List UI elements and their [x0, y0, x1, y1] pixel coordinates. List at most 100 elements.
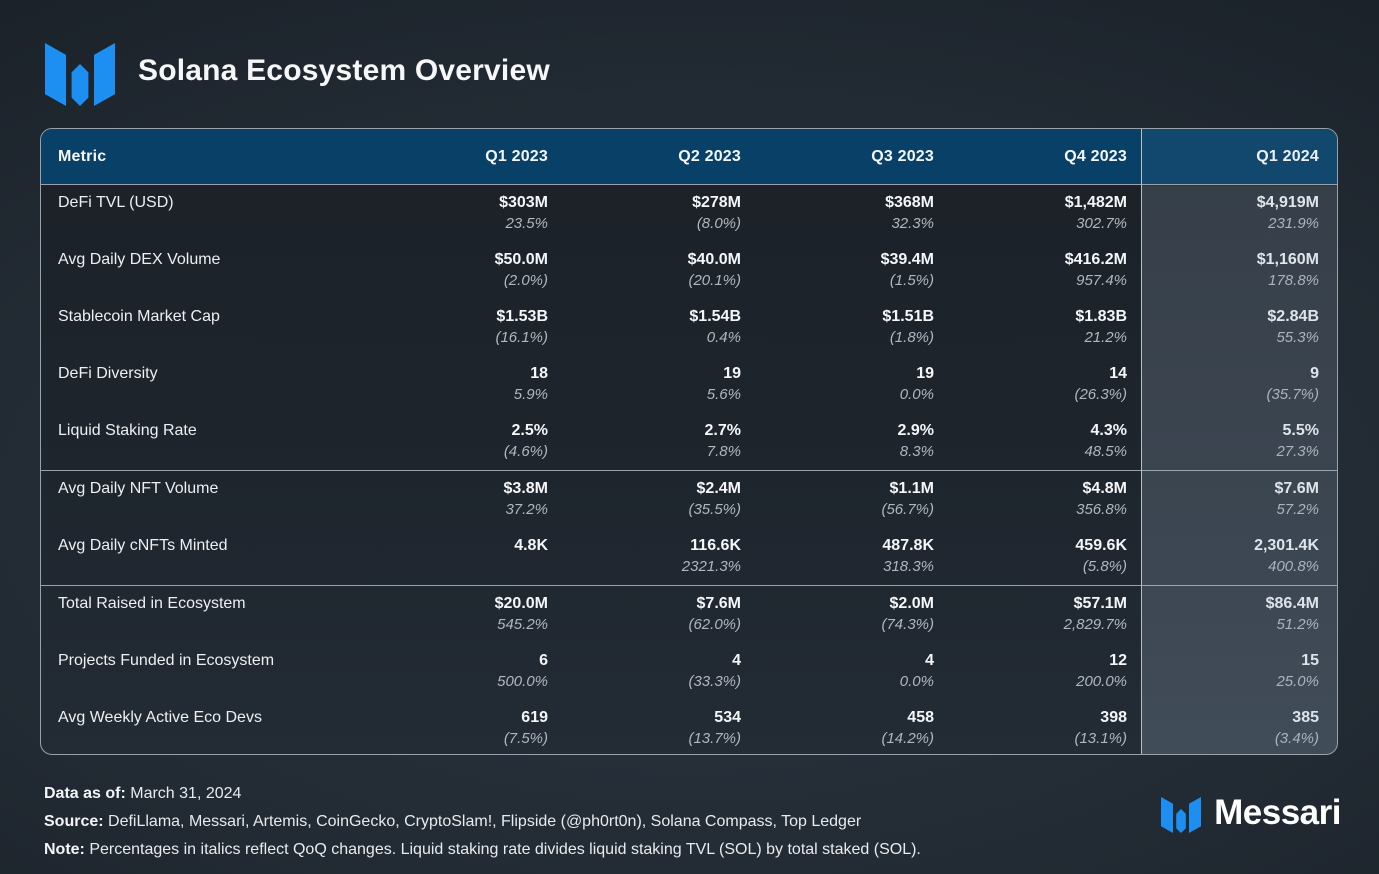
value-cell: $2.0M (74.3%) [757, 586, 950, 643]
metric-label: Avg Daily DEX Volume [58, 251, 221, 268]
source-label: Source: [44, 813, 104, 830]
value-cell: 12 200.0% [950, 643, 1143, 700]
quarter-value: $4,919M [1256, 194, 1319, 211]
table-row: Projects Funded in Ecosystem 6 500.0% 4 (33.… [41, 643, 1337, 700]
quarter-value: $416.2M [1064, 251, 1127, 268]
quarter-value: 2.7% [704, 422, 741, 439]
value-cell: 4.3% 48.5% [950, 413, 1143, 470]
value-cell: $3.8M 37.2% [371, 471, 564, 528]
qoq-change: 302.7% [1076, 215, 1127, 232]
quarter-value: $1.54B [689, 308, 741, 325]
quarter-value: 116.6K [690, 537, 741, 554]
value-cell: 398 (13.1%) [950, 700, 1143, 754]
qoq-change: 51.2% [1276, 616, 1319, 633]
quarter-value: $2.84B [1267, 308, 1319, 325]
value-cell: 4.8K [371, 528, 564, 585]
quarter-value: $50.0M [494, 251, 548, 268]
qoq-change: 0.0% [899, 673, 934, 690]
value-cell: 18 5.9% [371, 356, 564, 413]
quarter-value: 6 [539, 652, 548, 669]
data-as-of-line: Data as of: March 31, 2024 [44, 780, 921, 808]
qoq-change: (5.8%) [1082, 558, 1127, 575]
value-cell: 2.5% (4.6%) [371, 413, 564, 470]
metric-label: DeFi TVL (USD) [58, 194, 174, 211]
table-section-2: Avg Daily NFT Volume $3.8M 37.2% $2.4M (35.5… [41, 470, 1337, 585]
metric-label: Stablecoin Market Cap [58, 308, 220, 325]
value-cell: 4 0.0% [757, 643, 950, 700]
note-value: Percentages in italics reflect QoQ chang… [84, 841, 921, 858]
value-cell: $2.4M (35.5%) [564, 471, 757, 528]
page-title: Solana Ecosystem Overview [138, 54, 550, 87]
quarter-value: 458 [907, 709, 934, 726]
value-cell: $368M 32.3% [757, 185, 950, 242]
quarter-value: 385 [1292, 709, 1319, 726]
value-cell: $1,482M 302.7% [950, 185, 1143, 242]
value-cell: 385 (3.4%) [1143, 700, 1337, 754]
source-value: DefiLlama, Messari, Artemis, CoinGecko, … [103, 813, 862, 830]
quarter-value: 619 [521, 709, 548, 726]
qoq-change: 25.0% [1276, 673, 1319, 690]
qoq-change: (7.5%) [503, 730, 548, 747]
quarter-value: $1,160M [1256, 251, 1319, 268]
source-line: Source: DefiLlama, Messari, Artemis, Coi… [44, 808, 921, 836]
quarter-value: 19 [916, 365, 934, 382]
value-cell: $57.1M 2,829.7% [950, 586, 1143, 643]
qoq-change: 55.3% [1276, 329, 1319, 346]
value-cell: 14 (26.3%) [950, 356, 1143, 413]
qoq-change: 178.8% [1268, 272, 1319, 289]
value-cell: 458 (14.2%) [757, 700, 950, 754]
value-cell: 5.5% 27.3% [1143, 413, 1337, 470]
qoq-change: 318.3% [883, 558, 934, 575]
value-cell: $7.6M 57.2% [1143, 471, 1337, 528]
data-as-of-label: Data as of: [44, 785, 126, 802]
value-cell: $39.4M (1.5%) [757, 242, 950, 299]
quarter-value: 4.8K [514, 537, 548, 554]
value-cell: 2.9% 8.3% [757, 413, 950, 470]
quarter-value: $1.1M [889, 480, 934, 497]
table-row: DeFi TVL (USD) $303M 23.5% $278M (8.0%) $368M… [41, 185, 1337, 242]
quarter-value: $57.1M [1073, 595, 1127, 612]
value-cell: $1.83B 21.2% [950, 299, 1143, 356]
quarter-value: 4 [732, 652, 741, 669]
qoq-change: (14.2%) [881, 730, 934, 747]
qoq-change: (26.3%) [1074, 386, 1127, 403]
qoq-change: (16.1%) [495, 329, 548, 346]
table-row: Total Raised in Ecosystem $20.0M 545.2% $7.… [41, 586, 1337, 643]
value-cell: 9 (35.7%) [1143, 356, 1337, 413]
value-cell: $40.0M (20.1%) [564, 242, 757, 299]
value-cell: $303M 23.5% [371, 185, 564, 242]
qoq-change: (4.6%) [503, 443, 548, 460]
qoq-change: 356.8% [1076, 501, 1127, 518]
column-header-q2-2023: Q2 2023 [678, 147, 741, 165]
qoq-change: (35.7%) [1266, 386, 1319, 403]
value-cell: 2.7% 7.8% [564, 413, 757, 470]
column-header-q4-2023: Q4 2023 [1064, 147, 1127, 165]
value-cell: 619 (7.5%) [371, 700, 564, 754]
messari-brand: Messari [1160, 793, 1341, 833]
table-body: DeFi TVL (USD) $303M 23.5% $278M (8.0%) $368M… [41, 185, 1337, 754]
quarter-value: 2.9% [897, 422, 934, 439]
note-line: Note: Percentages in italics reflect QoQ… [44, 836, 921, 864]
quarter-value: $1.51B [882, 308, 934, 325]
metric-label: Projects Funded in Ecosystem [58, 652, 275, 669]
quarter-value: $3.8M [503, 480, 548, 497]
qoq-change: 27.3% [1276, 443, 1319, 460]
qoq-change: 8.3% [899, 443, 934, 460]
column-header-q1-2024: Q1 2024 [1256, 147, 1319, 165]
messari-logo-icon [1161, 797, 1202, 833]
quarter-value: 534 [714, 709, 741, 726]
table-row: Stablecoin Market Cap $1.53B (16.1%) $1.54B… [41, 299, 1337, 356]
qoq-change: (13.7%) [688, 730, 741, 747]
qoq-change: 48.5% [1084, 443, 1127, 460]
brand-name: Messari [1214, 793, 1341, 832]
value-cell: $86.4M 51.2% [1143, 586, 1337, 643]
quarter-value: $2.0M [889, 595, 934, 612]
quarter-value: $20.0M [494, 595, 548, 612]
value-cell: $7.6M (62.0%) [564, 586, 757, 643]
quarter-value: 5.5% [1282, 422, 1319, 439]
column-header-q1-2023: Q1 2023 [485, 147, 548, 165]
value-cell: $416.2M 957.4% [950, 242, 1143, 299]
quarter-value: $368M [885, 194, 934, 211]
metric-label: Total Raised in Ecosystem [58, 595, 246, 612]
qoq-change: 0.0% [899, 386, 934, 403]
